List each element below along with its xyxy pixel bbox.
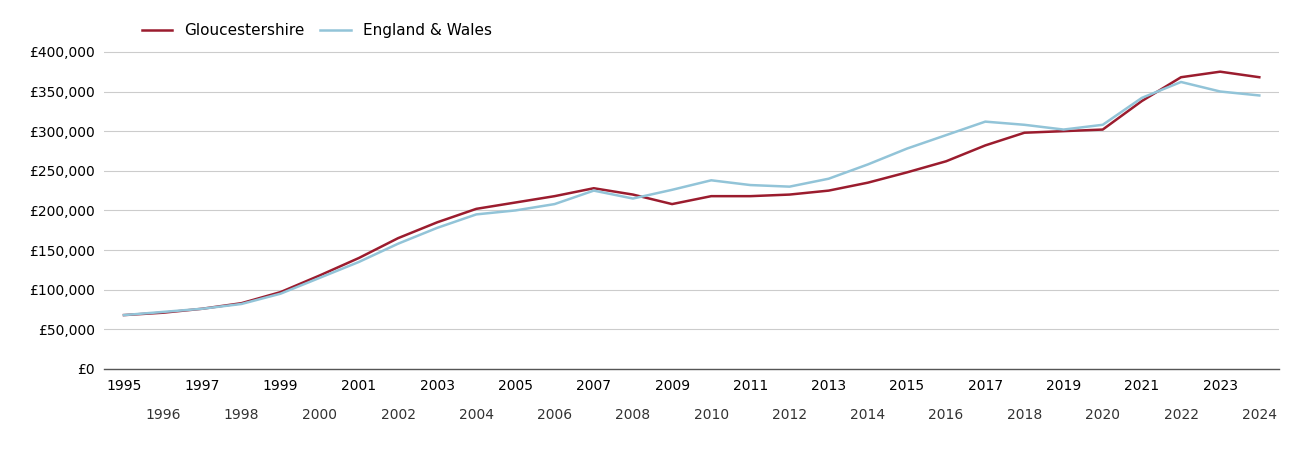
Gloucestershire	[155, 310, 171, 315]
England & Wales	[116, 312, 132, 318]
England & Wales	[508, 208, 523, 213]
England & Wales	[1173, 79, 1189, 85]
England & Wales	[586, 188, 602, 194]
Text: 1998: 1998	[223, 408, 260, 422]
Gloucestershire	[468, 206, 484, 211]
Gloucestershire	[782, 192, 797, 197]
Text: 2022: 2022	[1164, 408, 1198, 422]
Gloucestershire	[821, 188, 837, 194]
England & Wales	[194, 306, 210, 311]
Gloucestershire	[1173, 75, 1189, 80]
England & Wales	[1017, 122, 1032, 127]
Gloucestershire	[351, 255, 367, 261]
Gloucestershire	[1251, 75, 1267, 80]
Gloucestershire	[1056, 128, 1071, 134]
England & Wales	[1095, 122, 1111, 127]
Text: 2006: 2006	[538, 408, 572, 422]
Text: 2016: 2016	[928, 408, 964, 422]
Gloucestershire	[1017, 130, 1032, 135]
Line: Gloucestershire: Gloucestershire	[124, 72, 1259, 315]
Gloucestershire	[664, 202, 680, 207]
England & Wales	[1212, 89, 1228, 94]
Text: 1996: 1996	[145, 408, 181, 422]
England & Wales	[743, 182, 758, 188]
Gloucestershire	[977, 143, 993, 148]
Text: 2020: 2020	[1086, 408, 1120, 422]
England & Wales	[899, 146, 915, 151]
Gloucestershire	[429, 220, 445, 225]
Gloucestershire	[273, 289, 288, 295]
Gloucestershire	[1212, 69, 1228, 74]
Text: 2010: 2010	[694, 408, 728, 422]
England & Wales	[547, 202, 562, 207]
Text: 2004: 2004	[459, 408, 493, 422]
England & Wales	[664, 187, 680, 193]
England & Wales	[390, 241, 406, 247]
England & Wales	[938, 132, 954, 138]
Gloucestershire	[1095, 127, 1111, 132]
Gloucestershire	[860, 180, 876, 185]
England & Wales	[468, 212, 484, 217]
Gloucestershire	[938, 158, 954, 164]
Gloucestershire	[625, 192, 641, 197]
Gloucestershire	[1134, 98, 1150, 104]
England & Wales	[703, 178, 719, 183]
Gloucestershire	[194, 306, 210, 311]
Text: 2014: 2014	[851, 408, 885, 422]
Gloucestershire	[547, 194, 562, 199]
England & Wales	[312, 275, 328, 280]
Gloucestershire	[116, 312, 132, 318]
Text: 2002: 2002	[381, 408, 415, 422]
England & Wales	[273, 291, 288, 297]
England & Wales	[625, 196, 641, 201]
Gloucestershire	[586, 185, 602, 191]
Legend: Gloucestershire, England & Wales: Gloucestershire, England & Wales	[136, 17, 499, 44]
Text: 2024: 2024	[1242, 408, 1276, 422]
England & Wales	[1056, 127, 1071, 132]
England & Wales	[782, 184, 797, 189]
England & Wales	[821, 176, 837, 181]
England & Wales	[155, 309, 171, 315]
Gloucestershire	[312, 273, 328, 278]
Gloucestershire	[899, 170, 915, 175]
England & Wales	[977, 119, 993, 124]
England & Wales	[351, 259, 367, 265]
Gloucestershire	[390, 235, 406, 241]
England & Wales	[860, 162, 876, 167]
England & Wales	[429, 225, 445, 230]
Text: 2018: 2018	[1006, 408, 1043, 422]
England & Wales	[1251, 93, 1267, 98]
Gloucestershire	[703, 194, 719, 199]
Text: 2000: 2000	[303, 408, 337, 422]
Gloucestershire	[743, 194, 758, 199]
England & Wales	[1134, 95, 1150, 100]
Gloucestershire	[234, 301, 249, 306]
Gloucestershire	[508, 200, 523, 205]
England & Wales	[234, 302, 249, 307]
Text: 2012: 2012	[773, 408, 806, 422]
Text: 2008: 2008	[616, 408, 650, 422]
Line: England & Wales: England & Wales	[124, 82, 1259, 315]
